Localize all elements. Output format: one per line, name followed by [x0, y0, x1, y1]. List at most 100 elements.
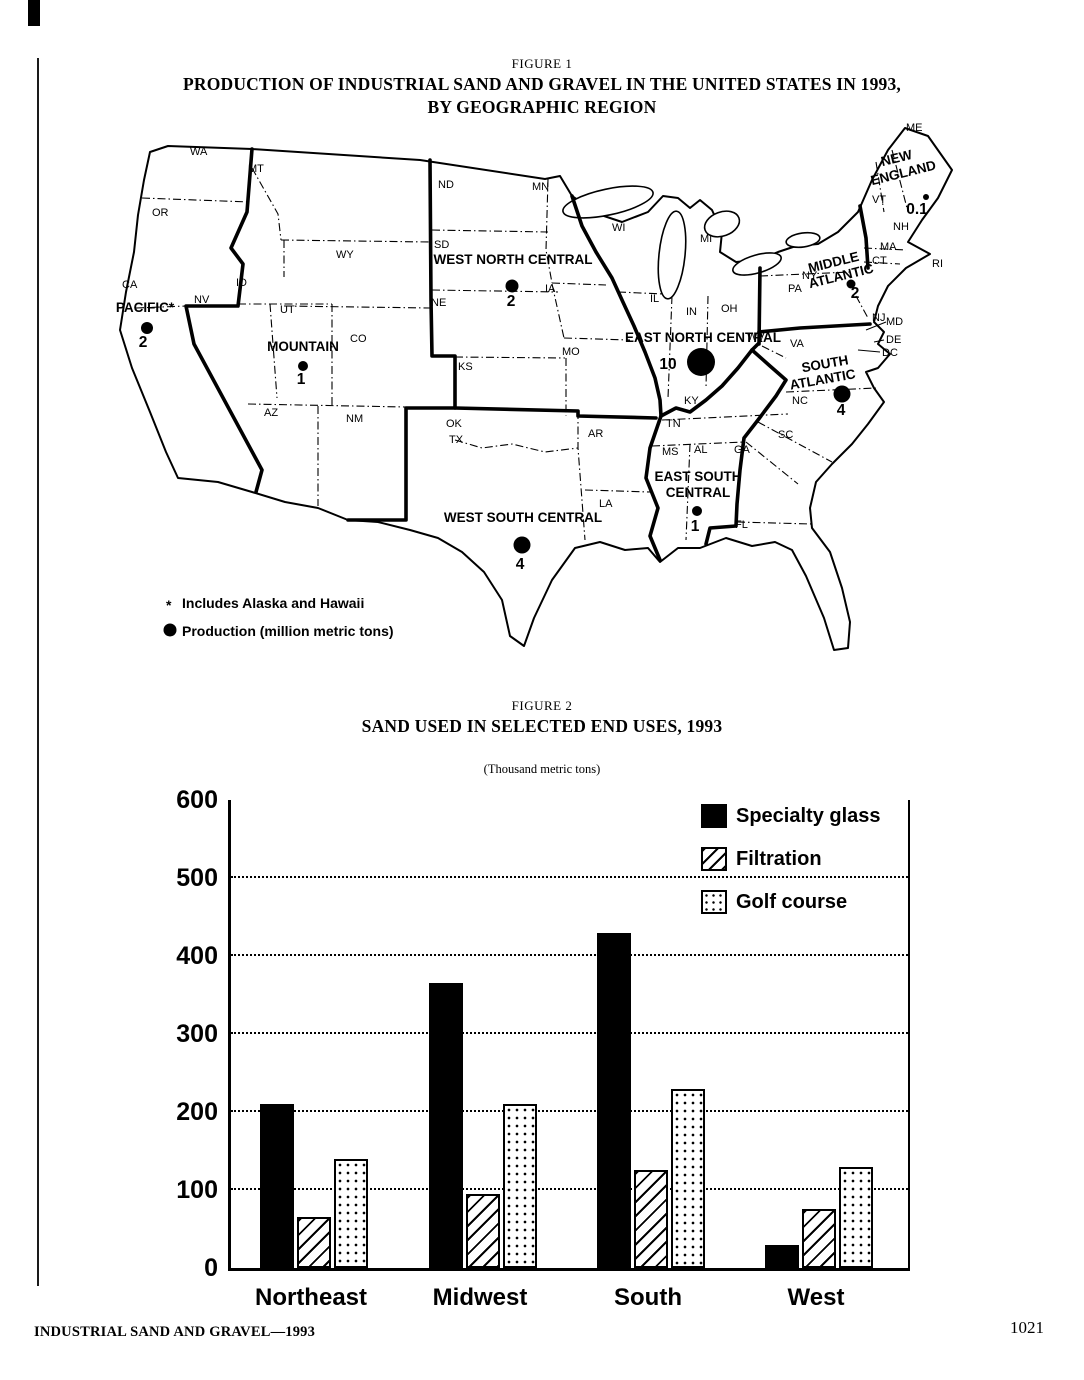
figure1-label: FIGURE 1: [511, 56, 573, 71]
state-label-nv: NV: [194, 294, 210, 306]
state-label-dc: DC: [882, 347, 898, 359]
state-label-nc: NC: [792, 395, 808, 407]
value-mountain: 1: [297, 371, 306, 388]
state-label-ok: OK: [446, 418, 463, 430]
state-label-me: ME: [906, 122, 923, 134]
legend-label-golf-course: Golf course: [736, 890, 848, 913]
ytick-200: 200: [176, 1098, 218, 1126]
production-values: 2 1 2 10 4 1 4 2 0.1: [139, 201, 928, 573]
region-label-west-north-central: WEST NORTH CENTRAL: [434, 252, 593, 267]
border-wnc-wsc: [453, 406, 658, 420]
ytick-600: 600: [176, 786, 218, 814]
gridline-300: [231, 1032, 908, 1034]
state-label-ne: NE: [431, 297, 446, 309]
plot-area: Specialty glass Filtration Golf course: [228, 800, 910, 1271]
dot-south-atlantic: [833, 385, 851, 403]
border-ny-newengland: [858, 204, 870, 270]
figure1-title-line1: PRODUCTION OF INDUSTRIAL SAND AND GRAVEL…: [182, 74, 902, 94]
state-label-mo: MO: [562, 346, 580, 358]
legend-swatch-dots-icon: [701, 890, 727, 914]
border-mississippi-south: [644, 414, 663, 562]
bar-group-midwest: [429, 983, 537, 1268]
legend-item-specialty-glass: Specialty glass: [701, 803, 881, 829]
lake-superior: [562, 185, 654, 219]
state-label-wi: WI: [612, 222, 625, 234]
border-mountain-plains: [346, 158, 457, 522]
state-label-ct: CT: [872, 255, 887, 267]
leader-lines: [857, 321, 887, 353]
region-label-pacific: PACIFIC*: [116, 300, 175, 315]
bar-specialty-glass-northeast: [260, 1104, 294, 1268]
chart-legend: Specialty glass Filtration Golf course: [701, 803, 881, 932]
state-label-mn: MN: [532, 181, 549, 193]
state-label-ma: MA: [880, 241, 897, 253]
page-number: 1021: [1010, 1318, 1044, 1337]
dot-pacific: [141, 322, 153, 334]
us-outline: [119, 127, 953, 651]
state-label-tx: TX: [449, 434, 464, 446]
state-label-va: VA: [790, 338, 805, 350]
map-legend-dot-icon: [163, 623, 177, 637]
state-label-pa: PA: [788, 283, 803, 295]
lake-ontario: [785, 231, 821, 249]
state-label-wv: WV: [747, 331, 765, 343]
xtick-northeast: Northeast: [254, 1284, 368, 1311]
bar-specialty-glass-midwest: [429, 983, 463, 1268]
legend-label-filtration: Filtration: [736, 847, 822, 870]
lake-michigan: [657, 210, 687, 300]
ytick-300: 300: [176, 1020, 218, 1048]
bar-golf-course-northeast: [334, 1159, 368, 1268]
dot-mountain: [298, 361, 308, 371]
region-label-east-north-central: EAST NORTH CENTRAL: [625, 330, 781, 345]
region-label-new-england-1: NEW: [879, 147, 913, 169]
ytick-400: 400: [176, 942, 218, 970]
gridline-500: [231, 876, 908, 878]
state-label-fl: FL: [735, 519, 748, 531]
state-label-ri: RI: [932, 258, 943, 270]
dot-west-north-central: [505, 279, 519, 293]
state-label-sc: SC: [778, 429, 793, 441]
state-label-vt: VT: [872, 194, 886, 206]
page-left-rule: [37, 58, 39, 1286]
bar-golf-course-west: [839, 1167, 873, 1268]
state-label-or: OR: [152, 207, 169, 219]
state-label-wy: WY: [336, 249, 354, 261]
bar-specialty-glass-south: [597, 933, 631, 1268]
bar-filtration-midwest: [466, 1194, 500, 1268]
map-shapes: [119, 127, 953, 651]
state-label-ky: KY: [684, 395, 699, 407]
dot-new-england: [923, 194, 929, 200]
bar-filtration-northeast: [297, 1217, 331, 1268]
state-label-al: AL: [694, 444, 707, 456]
legend-item-golf-course: Golf course: [701, 889, 881, 915]
value-west-north-central: 2: [507, 293, 516, 310]
state-label-in: IN: [686, 306, 697, 318]
figure2-units: (Thousand metric tons): [483, 762, 601, 776]
border-mississippi-north: [570, 194, 663, 418]
value-east-south-central: 1: [691, 518, 700, 535]
state-label-ca: CA: [122, 279, 138, 291]
dot-east-south-central: [692, 506, 702, 516]
map-legend: * Includes Alaska and Hawaii Production …: [163, 595, 394, 639]
bar-group-northeast: [260, 1104, 368, 1268]
bar-specialty-glass-west: [765, 1245, 799, 1268]
ytick-0: 0: [204, 1254, 218, 1282]
value-middle-atlantic: 2: [851, 285, 860, 302]
figure2-label: FIGURE 2: [511, 698, 573, 713]
bar-golf-course-midwest: [503, 1104, 537, 1268]
bar-group-west: [765, 1167, 873, 1268]
footer-running-title: INDUSTRIAL SAND AND GRAVEL—1993: [34, 1324, 316, 1340]
legend-item-filtration: Filtration: [701, 846, 881, 872]
state-label-nj: NJ: [872, 312, 885, 324]
state-label-ga: GA: [734, 444, 751, 456]
bar-filtration-south: [634, 1170, 668, 1268]
state-label-ny: NY: [802, 270, 818, 282]
state-label-nd: ND: [438, 179, 454, 191]
production-dots: [141, 194, 929, 554]
dot-middle-atlantic: [846, 279, 856, 289]
state-label-co: CO: [350, 333, 367, 345]
figure1-title-line2: BY GEOGRAPHIC REGION: [427, 97, 657, 117]
state-label-il: IL: [650, 293, 659, 305]
region-label-mountain: MOUNTAIN: [267, 339, 339, 354]
